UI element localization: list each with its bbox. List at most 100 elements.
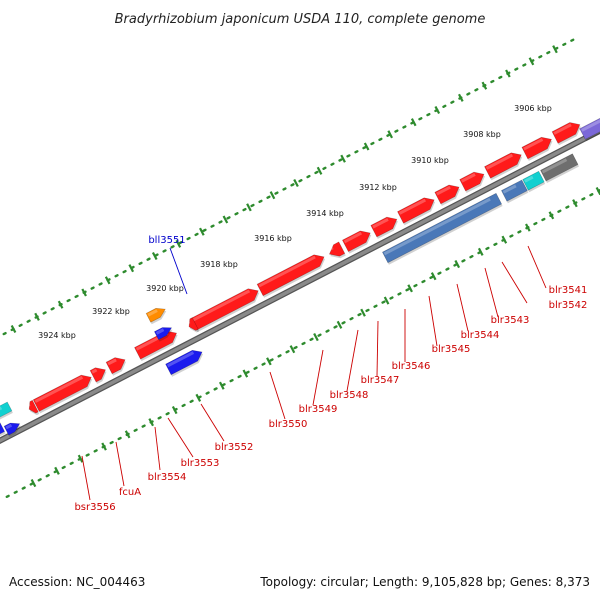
inner-major-tick [336, 320, 343, 329]
gene-arrow-steel[interactable] [500, 179, 529, 204]
gene-label[interactable]: blr3554 [148, 472, 187, 483]
gene-arrow-outer-16[interactable] [27, 399, 40, 416]
gene-arrow-outer-15[interactable] [32, 374, 93, 414]
outer-major-tick [81, 288, 87, 297]
gene-arrow-purple[interactable] [579, 113, 600, 142]
inner-major-tick [477, 247, 484, 256]
inner-major-tick [171, 405, 178, 415]
gene-label[interactable]: bsr3556 [74, 502, 115, 513]
outer-major-tick [458, 93, 464, 102]
gene-label-leader [346, 329, 359, 392]
tick-label: 3908 kbp [463, 130, 501, 139]
inner-major-tick [289, 345, 296, 354]
genome-backbone [0, 128, 600, 443]
gene-arrow-outer-12[interactable] [134, 330, 178, 362]
gene-arrow-outer-4[interactable] [434, 184, 461, 206]
gene-arrow-outer-14[interactable] [89, 367, 107, 384]
gene-label[interactable]: blr3553 [181, 458, 220, 469]
outer-major-tick [434, 105, 441, 115]
gene-label[interactable]: fcuA [119, 487, 141, 498]
tick-label: 3918 kbp [200, 260, 238, 269]
gene-arrow-blue[interactable] [0, 421, 6, 440]
gene-label-leader [269, 371, 286, 420]
outer-major-tick [316, 166, 323, 175]
gene-label[interactable]: blr3552 [215, 442, 254, 453]
gene-label[interactable]: blr3541 [549, 285, 588, 296]
gene-label-leader [167, 417, 194, 458]
inner-tick-track [5, 188, 600, 499]
gene-arrow-blue[interactable] [3, 422, 21, 438]
gene-label[interactable]: blr3549 [299, 404, 338, 415]
gene-label-leader [501, 261, 528, 304]
gene-label-leader [115, 441, 125, 487]
accession-text: Accession: NC_004463 [9, 575, 145, 589]
position-ticks: 3906 kbp 3908 kbp 3910 kbp 3912 kbp 3914 kbp… [10, 45, 600, 488]
gene-label[interactable]: blr3542 [549, 300, 588, 311]
gene-label-leader [428, 295, 438, 347]
gene-label[interactable]: blr3548 [330, 390, 369, 401]
gene-arrow-steel[interactable] [381, 192, 503, 265]
gene-label[interactable]: blr3543 [491, 315, 530, 326]
inner-major-tick [360, 308, 366, 317]
outer-major-tick [410, 118, 417, 127]
gene-label[interactable]: blr3550 [269, 419, 308, 430]
outer-major-tick [222, 215, 229, 224]
gene-arrow-outer-3[interactable] [459, 171, 485, 193]
gene-label[interactable]: blr3546 [392, 361, 431, 372]
outer-major-tick [505, 69, 511, 78]
gene-arrow-blue[interactable] [153, 327, 173, 342]
inner-major-tick [195, 393, 202, 402]
gene-arrow-outer-0[interactable] [551, 122, 581, 146]
gene-labels: bll3551 blr3541 blr3542 blr3543 blr3544 blr35… [74, 235, 587, 513]
outer-major-tick [363, 142, 370, 151]
inner-major-tick [148, 418, 154, 427]
gene-arrow-outer-1[interactable] [521, 136, 553, 161]
gene-features [0, 113, 600, 440]
inner-major-tick [548, 211, 555, 220]
tick-label: 3910 kbp [411, 156, 449, 165]
inner-major-tick [407, 284, 413, 293]
inner-major-tick [383, 296, 390, 305]
inner-major-tick [101, 442, 107, 451]
gene-label[interactable]: bll3551 [148, 235, 185, 246]
outer-major-tick [10, 324, 17, 334]
gene-arrow-gray[interactable] [540, 153, 580, 183]
outer-major-tick [34, 312, 40, 321]
inner-major-tick [54, 466, 60, 475]
gene-label[interactable]: blr3545 [432, 344, 471, 355]
inner-major-tick [77, 454, 84, 463]
tick-label: 3916 kbp [254, 234, 292, 243]
gene-arrow-orange[interactable] [145, 307, 167, 325]
outer-major-tick [128, 264, 135, 273]
gene-label-leader [312, 349, 324, 406]
gene-arrow-blue[interactable] [165, 349, 204, 377]
tick-label: 3912 kbp [359, 183, 397, 192]
gene-arrow-outer-2[interactable] [484, 152, 523, 181]
inner-major-tick [501, 235, 508, 244]
gene-label-leader [376, 320, 379, 377]
gene-label[interactable]: blr3547 [361, 375, 400, 386]
gene-label-leader [169, 247, 188, 295]
gene-arrow-cyan[interactable] [0, 401, 13, 422]
inner-major-tick [242, 369, 249, 378]
gene-arrow-outer-11[interactable] [187, 317, 200, 333]
gene-label-leader [154, 426, 161, 471]
gene-label-leader [484, 267, 499, 318]
inner-major-tick [454, 259, 461, 269]
gene-label[interactable]: blr3544 [461, 330, 500, 341]
gene-arrow-outer-9[interactable] [256, 254, 326, 298]
outer-tick-track [0, 35, 581, 338]
inner-major-tick [30, 478, 37, 488]
gene-arrow-outer-6[interactable] [370, 216, 398, 239]
gene-arrow-cyan[interactable] [522, 170, 546, 193]
outer-major-tick [151, 251, 158, 261]
gene-arrow-outer-13[interactable] [105, 357, 127, 376]
gene-arrow-outer-10[interactable] [190, 288, 260, 333]
inner-major-tick [124, 430, 131, 439]
gene-arrow-outer-5[interactable] [397, 197, 436, 226]
tick-label: 3922 kbp [92, 307, 130, 316]
inner-major-tick [313, 332, 319, 342]
inner-major-tick [266, 357, 272, 366]
gene-arrow-outer-8[interactable] [327, 241, 346, 259]
gene-arrow-outer-7[interactable] [341, 230, 372, 254]
